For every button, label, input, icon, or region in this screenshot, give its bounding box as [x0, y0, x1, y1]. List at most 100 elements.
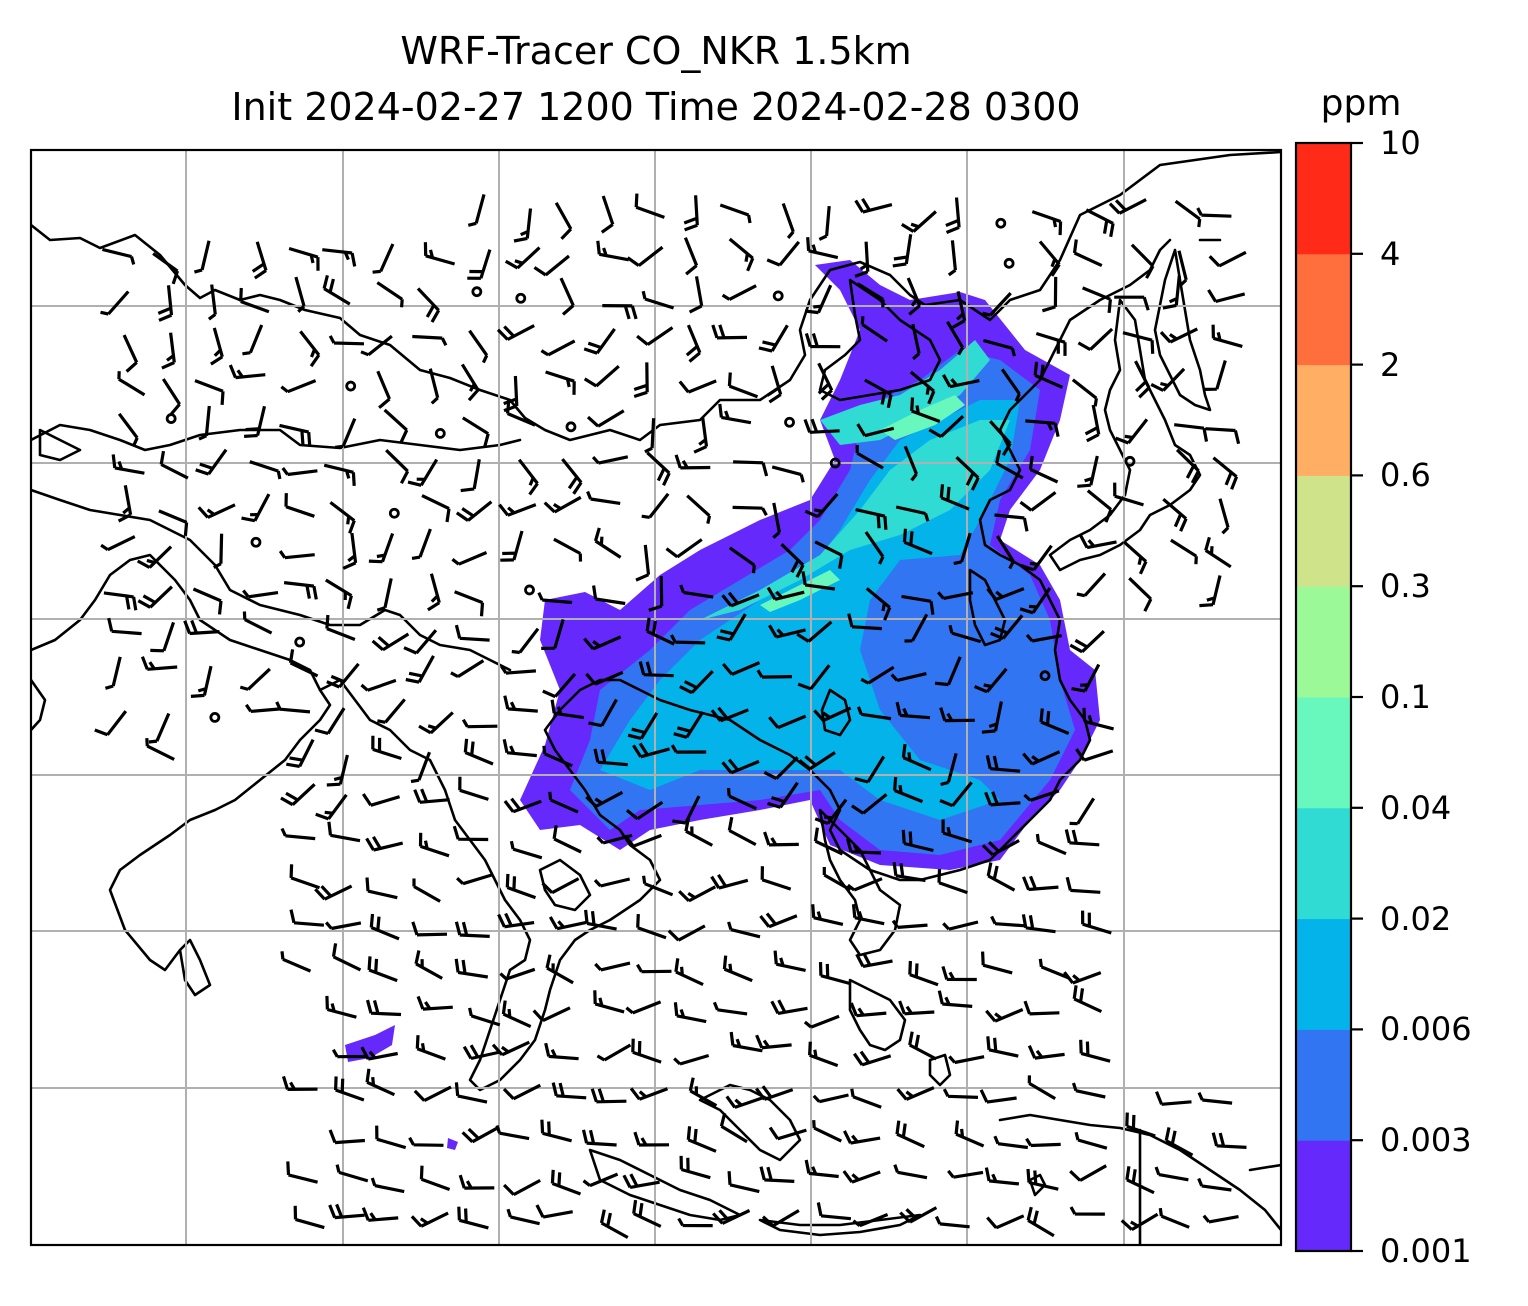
wind-barb [314, 884, 353, 901]
wind-barb [985, 1008, 1024, 1023]
colorbar-tick-label: 2 [1380, 345, 1401, 384]
calm-wind-circle [294, 636, 306, 648]
wind-barb [452, 825, 489, 842]
wind-barb [934, 656, 962, 687]
wind-barb [550, 1169, 582, 1196]
colorbar-tick-label: 0.04 [1380, 788, 1452, 827]
wind-barb [812, 1093, 849, 1104]
calm-wind-circle [388, 507, 400, 519]
wind-barb [911, 323, 921, 361]
wind-barb [1074, 1131, 1108, 1150]
wind-barb [1084, 404, 1101, 443]
wind-barb [496, 324, 535, 341]
wind-barb [674, 958, 704, 987]
wind-barb [360, 678, 397, 692]
wind-barb [642, 875, 674, 897]
wind-barb [365, 999, 402, 1017]
wind-barb [467, 249, 492, 280]
wind-barb [1082, 707, 1115, 731]
wind-barb [421, 494, 451, 523]
wind-barb [849, 1002, 887, 1018]
wind-barb [804, 332, 841, 349]
wind-barb [280, 379, 317, 394]
wind-barb [890, 672, 927, 682]
wind-barb [945, 197, 961, 234]
wind-barb [1086, 489, 1113, 523]
wind-barb [686, 1126, 717, 1153]
wind-barb [599, 1209, 629, 1239]
wind-barb [281, 467, 318, 477]
wind-barb [759, 1166, 795, 1183]
wind-barb [315, 793, 348, 821]
map-frame [29, 148, 1283, 1247]
wind-barb [812, 1120, 842, 1143]
wind-barb [371, 632, 410, 652]
wind-barb [427, 573, 441, 612]
wind-barb [213, 533, 224, 569]
wind-barb [411, 528, 432, 560]
wind-barb [636, 914, 667, 940]
wind-barb [804, 492, 839, 519]
wind-barb [325, 614, 356, 641]
wind-barb [901, 829, 934, 853]
wind-barb [122, 334, 139, 373]
wind-barb [460, 459, 481, 493]
wind-barb [325, 995, 357, 1019]
wind-barb [1039, 708, 1070, 735]
wind-barb [158, 509, 189, 537]
wind-barb [228, 364, 266, 380]
wind-barb [107, 617, 142, 636]
wind-barb [461, 718, 498, 729]
wind-barb [797, 664, 831, 691]
wind-barb [686, 494, 712, 524]
calm-wind-circle [250, 536, 262, 548]
wind-barb [458, 776, 489, 801]
wind-barb [803, 1014, 840, 1029]
wind-barb [893, 776, 924, 804]
wind-barb [596, 240, 630, 262]
wind-barb [533, 254, 571, 277]
wind-barb [210, 327, 224, 366]
wind-barb [513, 208, 533, 243]
wind-barb [586, 409, 625, 428]
wind-barb [719, 1112, 748, 1144]
wind-barb [895, 701, 931, 720]
colorbar-tick-label: 0.003 [1380, 1121, 1472, 1160]
wind-barb [622, 1173, 660, 1189]
wind-barb [591, 455, 629, 465]
wind-barb [903, 445, 918, 482]
wind-barb [583, 635, 622, 651]
wind-barb [814, 798, 848, 826]
wind-barb [324, 578, 353, 610]
wind-barb [625, 1000, 662, 1015]
wind-barb [636, 963, 672, 974]
wind-barb [451, 551, 488, 566]
colorbar-tick-label: 0.001 [1380, 1232, 1472, 1270]
wind-barb [727, 921, 761, 939]
wind-barb [495, 1124, 530, 1141]
wind-barb [1130, 243, 1155, 279]
wind-barb [1069, 630, 1105, 654]
wind-barb [855, 444, 884, 470]
wind-barb [1027, 1075, 1057, 1100]
wind-barb [1134, 360, 1151, 399]
wind-barb [1035, 331, 1067, 356]
calm-wind-circle [165, 413, 177, 424]
wind-barb [506, 1208, 540, 1226]
wind-barb [1076, 572, 1107, 598]
wind-barb [542, 672, 577, 699]
wind-barb [814, 540, 844, 569]
wind-barb [289, 864, 321, 890]
wind-barb [412, 878, 441, 903]
wind-barb [286, 738, 315, 768]
wind-barb [190, 665, 213, 698]
wind-barb [1204, 536, 1232, 569]
wind-barb [462, 1044, 501, 1061]
wind-barb [732, 505, 768, 517]
wind-barb [893, 1164, 928, 1180]
wind-barb [414, 950, 443, 980]
calm-wind-circle [784, 416, 795, 428]
wind-barb [721, 758, 760, 775]
wind-barb [902, 528, 933, 556]
wind-barb [755, 1034, 792, 1050]
